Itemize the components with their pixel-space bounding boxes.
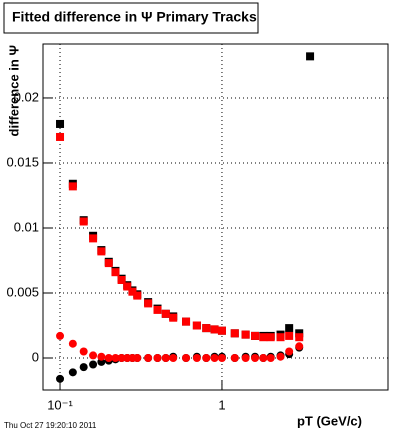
- circle-marker: [169, 354, 178, 363]
- circle-marker: [79, 363, 88, 372]
- square-marker: [123, 282, 132, 291]
- circle-marker: [259, 354, 268, 363]
- circle-marker: [210, 354, 219, 363]
- square-marker: [104, 259, 113, 268]
- square-marker: [68, 182, 77, 191]
- square-marker: [79, 217, 88, 226]
- chart-title: Fitted difference in Ψ Primary Tracks: [12, 9, 257, 25]
- circle-marker: [285, 347, 294, 356]
- y-tick-label: 0.02: [14, 89, 39, 104]
- square-marker: [56, 132, 65, 141]
- y-axis-label: difference in Ψ: [6, 45, 21, 136]
- square-marker: [230, 329, 239, 338]
- square-marker: [133, 291, 142, 300]
- circle-marker: [79, 347, 88, 356]
- square-marker: [182, 317, 191, 326]
- square-marker: [217, 326, 226, 335]
- circle-marker: [117, 354, 126, 363]
- square-marker: [276, 333, 285, 342]
- y-tick-label: 0.015: [6, 154, 39, 169]
- square-marker: [202, 324, 211, 333]
- circle-marker: [192, 354, 201, 363]
- x-axis-label: pT (GeV/c): [297, 413, 362, 428]
- square-marker: [128, 287, 137, 296]
- square-marker: [117, 275, 126, 284]
- square-marker: [192, 321, 201, 330]
- square-marker: [111, 268, 120, 277]
- square-marker: [306, 52, 315, 61]
- square-marker: [285, 331, 294, 340]
- square-marker: [210, 325, 219, 334]
- circle-marker: [97, 352, 106, 361]
- circle-marker: [68, 339, 77, 348]
- circle-marker: [295, 342, 304, 351]
- y-tick-label: 0.005: [6, 284, 39, 299]
- square-marker: [259, 333, 268, 342]
- square-marker: [161, 309, 170, 318]
- circle-marker: [153, 354, 162, 363]
- square-marker: [266, 333, 275, 342]
- y-tick-label: 0: [32, 349, 39, 364]
- square-marker: [251, 331, 260, 340]
- y-tick-label: 0.01: [14, 219, 39, 234]
- square-marker: [285, 324, 294, 333]
- square-marker: [169, 313, 178, 322]
- square-marker: [144, 299, 153, 308]
- circle-marker: [56, 374, 65, 383]
- circle-marker: [89, 360, 98, 369]
- circle-marker: [111, 354, 120, 363]
- circle-marker: [68, 368, 77, 377]
- circle-marker: [241, 354, 250, 363]
- plot-frame: [42, 43, 389, 391]
- circle-marker: [217, 354, 226, 363]
- square-marker: [153, 305, 162, 314]
- circle-marker: [104, 354, 113, 363]
- circle-marker: [133, 354, 142, 363]
- circle-marker: [251, 354, 260, 363]
- square-marker: [89, 234, 98, 243]
- circle-marker: [266, 354, 275, 363]
- square-marker: [295, 333, 304, 342]
- circle-marker: [202, 354, 211, 363]
- square-marker: [241, 330, 250, 339]
- circle-marker: [56, 331, 65, 340]
- circle-marker: [230, 354, 239, 363]
- circle-marker: [161, 354, 170, 363]
- x-tick-label: 10⁻¹: [47, 397, 73, 412]
- x-tick-label: 1: [218, 397, 225, 412]
- title-box: [3, 2, 259, 34]
- square-marker: [97, 247, 106, 256]
- circle-marker: [276, 352, 285, 361]
- square-marker: [56, 119, 65, 128]
- footer: Thu Oct 27 19:20:10 2011: [4, 421, 97, 430]
- circle-marker: [182, 354, 191, 363]
- circle-marker: [144, 354, 153, 363]
- circle-marker: [89, 351, 98, 360]
